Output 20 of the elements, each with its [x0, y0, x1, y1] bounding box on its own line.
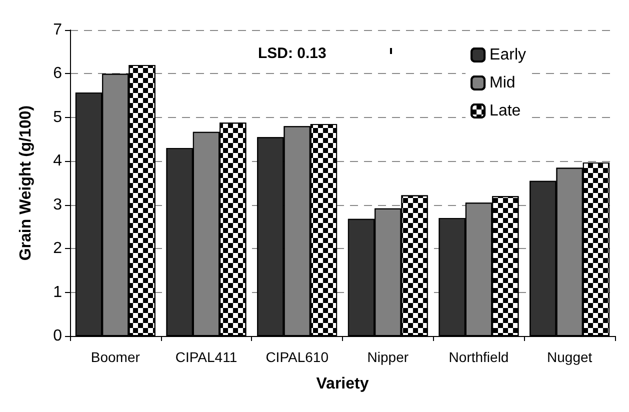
y-tick-label: 3: [53, 196, 62, 214]
y-tick-label: 5: [53, 108, 62, 126]
y-axis-title: Grain Weight (g/100): [18, 105, 34, 261]
x-tick-label: Nugget: [547, 349, 592, 365]
y-tick-label: 2: [53, 240, 62, 258]
x-tick-label: CIPAL411: [175, 349, 238, 365]
y-tick-label: 0: [53, 328, 62, 344]
legend-label: Early: [490, 46, 526, 64]
x-tick-label: Boomer: [90, 349, 140, 365]
y-tick-label: 1: [53, 284, 62, 301]
legend-label: Late: [490, 102, 521, 120]
x-tick-label: Nipper: [367, 349, 409, 365]
y-tick-label: 4: [53, 152, 62, 170]
x-tick-label: CIPAL610: [266, 349, 329, 365]
x-tick-label: Northfield: [448, 349, 509, 365]
annotation: LSD: 0.13: [258, 45, 326, 62]
x-axis-title: Variety: [316, 376, 369, 392]
y-tick-label: 7: [53, 22, 62, 38]
legend-label: Mid: [490, 74, 516, 92]
y-tick-label: 6: [53, 65, 62, 82]
